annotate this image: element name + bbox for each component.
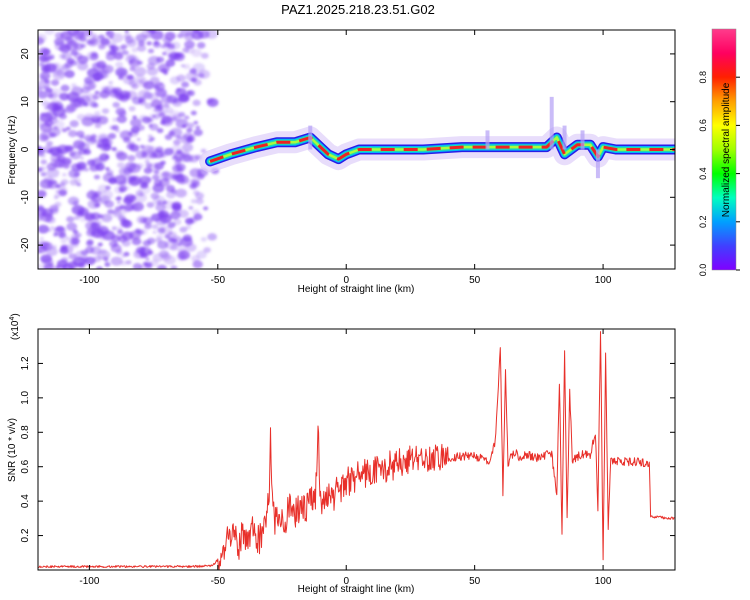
y-tick-label: 0.6 bbox=[20, 459, 31, 473]
colorbar-tick-label: 0.8 bbox=[698, 71, 708, 84]
snr-x-label: Height of straight line (km) bbox=[298, 584, 415, 595]
y-tick-label: -10 bbox=[20, 190, 31, 205]
y-tick-label: 0.4 bbox=[20, 494, 31, 508]
x-tick-label: -50 bbox=[211, 275, 226, 286]
snr-scale-base: (x10 bbox=[10, 320, 21, 340]
svg-text:(x104): (x104) bbox=[9, 313, 21, 340]
x-tick-label: 100 bbox=[595, 576, 612, 587]
x-tick-label: 100 bbox=[595, 275, 612, 286]
noise-cloud bbox=[38, 30, 220, 269]
y-tick-label: 1.0 bbox=[20, 390, 31, 404]
colorbar-ticks: 0.0 0.2 0.4 0.6 0.8 bbox=[698, 71, 740, 276]
colorbar-tick-label: 0.6 bbox=[698, 119, 708, 132]
colorbar-tick-label: 0.4 bbox=[698, 167, 708, 180]
colorbar-frame bbox=[711, 28, 737, 271]
snr-panel: -100 -50 0 50 100 0.2 0.4 0.6 0.8 1.0 1.2 Height o… bbox=[7, 313, 676, 595]
y-tick-label: 10 bbox=[20, 96, 31, 108]
y-tick-label: 1.2 bbox=[20, 356, 31, 370]
y-tick-label: 20 bbox=[20, 48, 31, 60]
snr-series-line bbox=[38, 331, 675, 570]
snr-scale-exponent: 4 bbox=[9, 317, 16, 321]
snr-axes: -100 -50 0 50 100 0.2 0.4 0.6 0.8 1.0 1.2 bbox=[20, 329, 675, 587]
y-tick-label: 0.8 bbox=[20, 425, 31, 439]
x-tick-label: -100 bbox=[79, 275, 99, 286]
colorbar: 0.0 0.2 0.4 0.6 0.8 Normalized spectral ampl… bbox=[698, 28, 740, 276]
colorbar-tick-label: 0.2 bbox=[698, 216, 708, 229]
spectrogram-y-label: Frequency (Hz) bbox=[7, 116, 18, 185]
spectrogram-x-label: Height of straight line (km) bbox=[298, 284, 415, 295]
snr-scale-label: (x104) bbox=[9, 313, 21, 340]
x-tick-label: 0 bbox=[343, 576, 349, 587]
x-tick-label: -50 bbox=[211, 576, 226, 587]
colorbar-label: Normalized spectral amplitude bbox=[721, 82, 732, 217]
y-tick-label: 0.2 bbox=[20, 528, 31, 542]
x-tick-label: 50 bbox=[469, 275, 481, 286]
x-tick-label: 50 bbox=[469, 576, 481, 587]
colorbar-tick-label: 0.0 bbox=[698, 264, 708, 277]
colorbar-gradient bbox=[712, 29, 736, 270]
x-tick-label: -100 bbox=[79, 576, 99, 587]
y-tick-label: -20 bbox=[20, 237, 31, 252]
snr-y-label: SNR (10 * v/v) bbox=[7, 418, 18, 482]
x-tick-label: 0 bbox=[343, 275, 349, 286]
snr-frame bbox=[37, 328, 676, 571]
y-tick-label: 0 bbox=[20, 146, 31, 152]
figure-title: PAZ1.2025.218.23.51.G02 bbox=[281, 2, 435, 17]
frequency-track bbox=[199, 96, 675, 179]
